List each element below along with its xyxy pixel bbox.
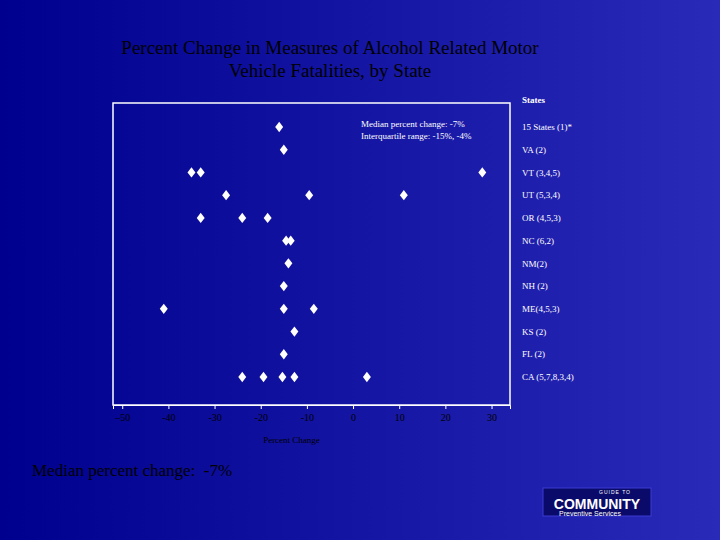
- title-line: Percent Change in Measures of Alcohol Re…: [121, 37, 539, 58]
- legend-title: States: [522, 95, 545, 105]
- x-tick-label: -40: [162, 412, 175, 423]
- x-tick: 10: [395, 405, 405, 423]
- category-label: CA (5,7,8,3,4): [522, 372, 574, 382]
- point: [284, 258, 292, 268]
- points: [160, 122, 486, 382]
- x-tick: 20: [441, 405, 451, 423]
- plot-frame: [113, 103, 510, 405]
- point: [478, 167, 486, 177]
- x-tick-mark: [215, 405, 216, 409]
- annotation: Interquartile range: -15%, -4%: [361, 131, 472, 141]
- title: Percent Change in Measures of Alcohol Re…: [121, 37, 539, 81]
- x-tick: 30: [487, 405, 497, 423]
- point: [238, 372, 246, 382]
- point: [264, 213, 272, 223]
- point: [280, 349, 288, 359]
- x-tick-label: -20: [255, 412, 268, 423]
- x-tick: -40: [162, 405, 175, 423]
- x-tick-mark: [492, 405, 493, 409]
- x-tick-label: 0: [351, 412, 356, 423]
- x-tick-mark: [445, 405, 446, 409]
- category-label: NH (2): [522, 281, 548, 291]
- x-tick-label: 20: [441, 412, 451, 423]
- point: [280, 304, 288, 314]
- point: [290, 326, 298, 336]
- x-tick-mark: [122, 405, 123, 409]
- point: [260, 372, 268, 382]
- point: [160, 304, 168, 314]
- x-axis: –50 -40 -30 -20 -10 0 10 20 30: [114, 405, 511, 423]
- point: [238, 213, 246, 223]
- annotation: Median percent change: -7%: [361, 119, 465, 129]
- point: [400, 190, 408, 200]
- x-tick-label: -30: [208, 412, 221, 423]
- point: [280, 281, 288, 291]
- category-label: ME(4,5,3): [522, 304, 560, 314]
- point: [280, 145, 288, 155]
- category-label: VA (2): [522, 145, 546, 155]
- point: [222, 190, 230, 200]
- x-tick-mark: [168, 405, 169, 409]
- category-label: NM(2): [522, 259, 547, 269]
- logo-text: Preventive Services: [559, 510, 621, 517]
- logo-box: [543, 488, 651, 516]
- x-tick-label: 10: [395, 412, 405, 423]
- point: [290, 372, 298, 382]
- point: [310, 304, 318, 314]
- point: [363, 372, 371, 382]
- x-tick-mark: [261, 405, 262, 409]
- footer: Median percent change: -7%: [32, 461, 232, 480]
- x-tick-mark: [399, 405, 400, 409]
- category-label: FL (2): [522, 349, 545, 359]
- point: [197, 213, 205, 223]
- category-label: NC (6,2): [522, 236, 554, 246]
- x-tick-label: 30: [487, 412, 497, 423]
- point: [188, 167, 196, 177]
- x-tick: 0: [351, 405, 356, 423]
- x-axis-title: Percent Change: [263, 435, 320, 445]
- x-tick-mark: [307, 405, 308, 409]
- title-line: Vehicle Fatalities, by State: [229, 60, 432, 81]
- x-tick: -30: [208, 405, 221, 423]
- logo-text: GUIDE TO: [599, 489, 631, 495]
- category-label: UT (5,3,4): [522, 190, 560, 200]
- category-label: OR (4,5,3): [522, 213, 561, 223]
- x-tick-label: –50: [114, 412, 130, 423]
- category-label: 15 States (1)*: [522, 122, 572, 132]
- point: [197, 167, 205, 177]
- chart: Percent Change in Measures of Alcohol Re…: [0, 0, 720, 540]
- x-tick: –50: [114, 405, 130, 423]
- x-tick: -20: [255, 405, 268, 423]
- point: [287, 235, 295, 245]
- point: [305, 190, 313, 200]
- x-axis-line: [114, 406, 511, 410]
- x-tick-label: -10: [301, 412, 314, 423]
- point: [275, 122, 283, 132]
- x-tick: -10: [301, 405, 314, 423]
- category-label: VT (3,4,5): [522, 168, 560, 178]
- background: [0, 0, 720, 540]
- category-label: KS (2): [522, 327, 546, 337]
- x-tick-mark: [353, 405, 354, 409]
- logo: GUIDE TOCOMMUNITYPreventive Services: [543, 488, 651, 517]
- point: [278, 372, 286, 382]
